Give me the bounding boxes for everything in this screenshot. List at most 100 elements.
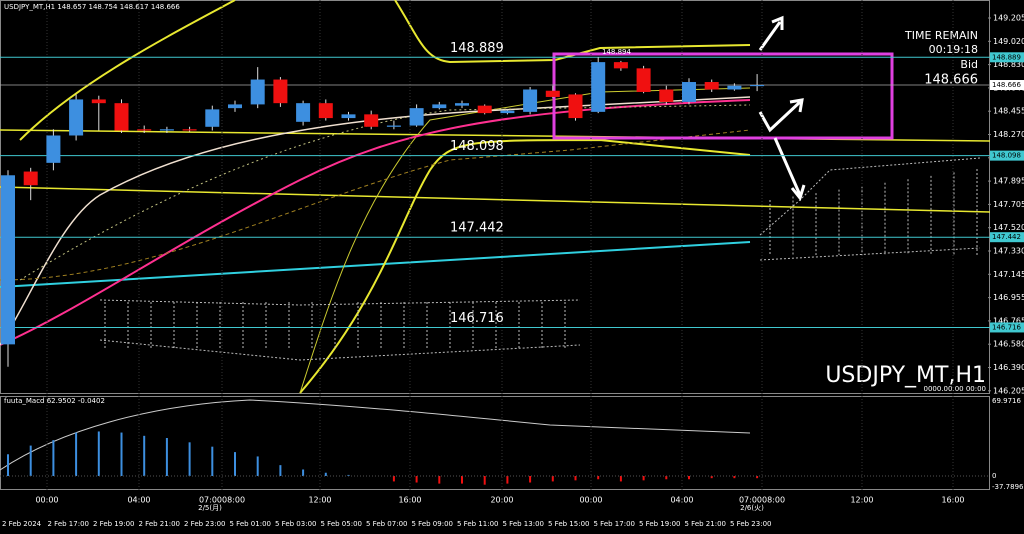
candle-body xyxy=(137,129,152,131)
bottom-time-label: 5 Feb 05:00 xyxy=(321,520,362,528)
candle-body xyxy=(613,62,628,69)
price-tick-label: 147.705 xyxy=(993,200,1024,209)
time-label: 00:00 xyxy=(579,496,602,505)
indicators xyxy=(0,0,991,394)
candle-body xyxy=(114,103,129,131)
arrow xyxy=(758,98,804,133)
time-remain: 00:19:18 xyxy=(929,43,978,56)
candle-body xyxy=(636,68,651,92)
ichimoku-line xyxy=(0,129,751,281)
top-marker: 148.894 xyxy=(602,48,631,56)
time-label: 12:00 xyxy=(850,496,873,505)
bid-label: Bid xyxy=(960,58,978,71)
candle-body xyxy=(432,104,447,109)
time-label: 16:00 xyxy=(398,496,421,505)
time-label: 20:00 xyxy=(490,496,513,505)
price-tick-label: 147.520 xyxy=(993,223,1024,232)
candle-body xyxy=(591,62,606,112)
cloud xyxy=(104,168,978,350)
candle-body xyxy=(341,114,356,119)
level-label: 146.716 xyxy=(450,311,504,326)
date-label: 2/6(火) xyxy=(740,504,764,512)
price-tick-label: 147.895 xyxy=(993,177,1024,186)
time-remain-label: TIME REMAIN xyxy=(904,29,978,42)
macd-zero: 0 xyxy=(992,472,996,480)
band-upper xyxy=(19,0,236,141)
candle-body xyxy=(228,104,242,109)
level-label: 148.889 xyxy=(450,41,504,56)
bid-value: 148.666 xyxy=(924,73,978,88)
candle-body xyxy=(69,99,84,136)
level-label: 147.442 xyxy=(450,221,504,236)
price-tick-label: 146.580 xyxy=(993,340,1024,349)
cloud-edge xyxy=(99,339,581,361)
candle-body xyxy=(545,90,560,97)
candle-body xyxy=(250,79,265,105)
bottom-time-label: 5 Feb 01:00 xyxy=(230,520,271,528)
time-label: 04:00 xyxy=(127,496,150,505)
candle-body xyxy=(477,105,492,114)
candle-body xyxy=(727,85,742,90)
cloud-edge xyxy=(759,157,981,236)
candle-body xyxy=(682,82,696,102)
time-label: 12:00 xyxy=(308,496,331,505)
candle-body xyxy=(409,108,424,126)
ma-line xyxy=(0,241,751,288)
bottom-time-label: 5 Feb 07:00 xyxy=(366,520,407,528)
symbol-label: USDJPY_MT,H1 xyxy=(825,363,986,388)
price-tick-label: 146.205 xyxy=(993,386,1024,395)
candle-body xyxy=(23,171,38,186)
date-label: 0000.00.00 00:00 xyxy=(924,385,986,393)
price-tick-label: 146.390 xyxy=(993,363,1024,372)
candle-body xyxy=(46,135,61,163)
bottom-time-label: 5 Feb 19:00 xyxy=(639,520,680,528)
price-box xyxy=(990,150,1024,161)
band-mid xyxy=(299,87,751,394)
candle-body xyxy=(318,103,333,119)
candle-body xyxy=(296,103,311,122)
cloud-edge xyxy=(759,247,981,261)
price-box xyxy=(990,322,1024,333)
candle-body xyxy=(273,79,288,104)
time-label: 00:00 xyxy=(35,496,58,505)
price-tick-label: 146.765 xyxy=(993,316,1024,325)
price-tick-label: 147.145 xyxy=(993,270,1024,279)
bottom-time-label: 2 Feb 23:00 xyxy=(184,520,225,528)
candle-body xyxy=(386,125,401,127)
time-label: 04:00 xyxy=(670,496,693,505)
macd-signal xyxy=(0,399,751,471)
bottom-time-label: 2 Feb 21:00 xyxy=(139,520,180,528)
bottom-time-label: 5 Feb 23:00 xyxy=(730,520,771,528)
candle-body xyxy=(704,82,719,90)
candle-body xyxy=(1,175,15,345)
price-tick-label: 148.455 xyxy=(993,107,1024,116)
bottom-time-label: 5 Feb 03:00 xyxy=(275,520,316,528)
price-tick-label: 149.020 xyxy=(993,37,1024,46)
candle-body xyxy=(159,129,174,131)
time-label: 07:0008:00 xyxy=(199,496,245,505)
candle-body xyxy=(568,94,583,119)
candle-body xyxy=(364,114,379,127)
macd-title: fuuta_Macd 62.9502 -0.0402 xyxy=(4,397,105,405)
arrows xyxy=(758,15,806,202)
price-box xyxy=(990,80,1024,91)
candle-body xyxy=(182,129,197,131)
macd-min: -37.7896 xyxy=(992,483,1024,491)
price-tick-label: 147.330 xyxy=(993,247,1024,256)
macd-panel xyxy=(0,396,990,490)
price-box-label: 146.716 xyxy=(992,323,1021,331)
ichimoku-line xyxy=(19,104,751,281)
candle-body xyxy=(205,109,220,127)
macd-max: 69.9716 xyxy=(992,397,1021,405)
bottom-time-label: 5 Feb 13:00 xyxy=(503,520,544,528)
trend-line xyxy=(0,186,991,213)
price-box-label: 147.442 xyxy=(992,233,1021,241)
chart-header: USDJPY_MT,H1 148.657 148.754 148.617 148… xyxy=(4,3,180,11)
price-box xyxy=(990,52,1024,63)
band-lower xyxy=(299,138,751,394)
candle-body xyxy=(455,103,469,106)
bottom-time-label: 2 Feb 2024 xyxy=(2,520,42,528)
bottom-time-label: 5 Feb 21:00 xyxy=(685,520,726,528)
band-upper xyxy=(394,0,751,64)
